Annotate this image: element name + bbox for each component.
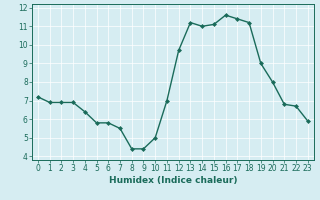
X-axis label: Humidex (Indice chaleur): Humidex (Indice chaleur) — [108, 176, 237, 185]
